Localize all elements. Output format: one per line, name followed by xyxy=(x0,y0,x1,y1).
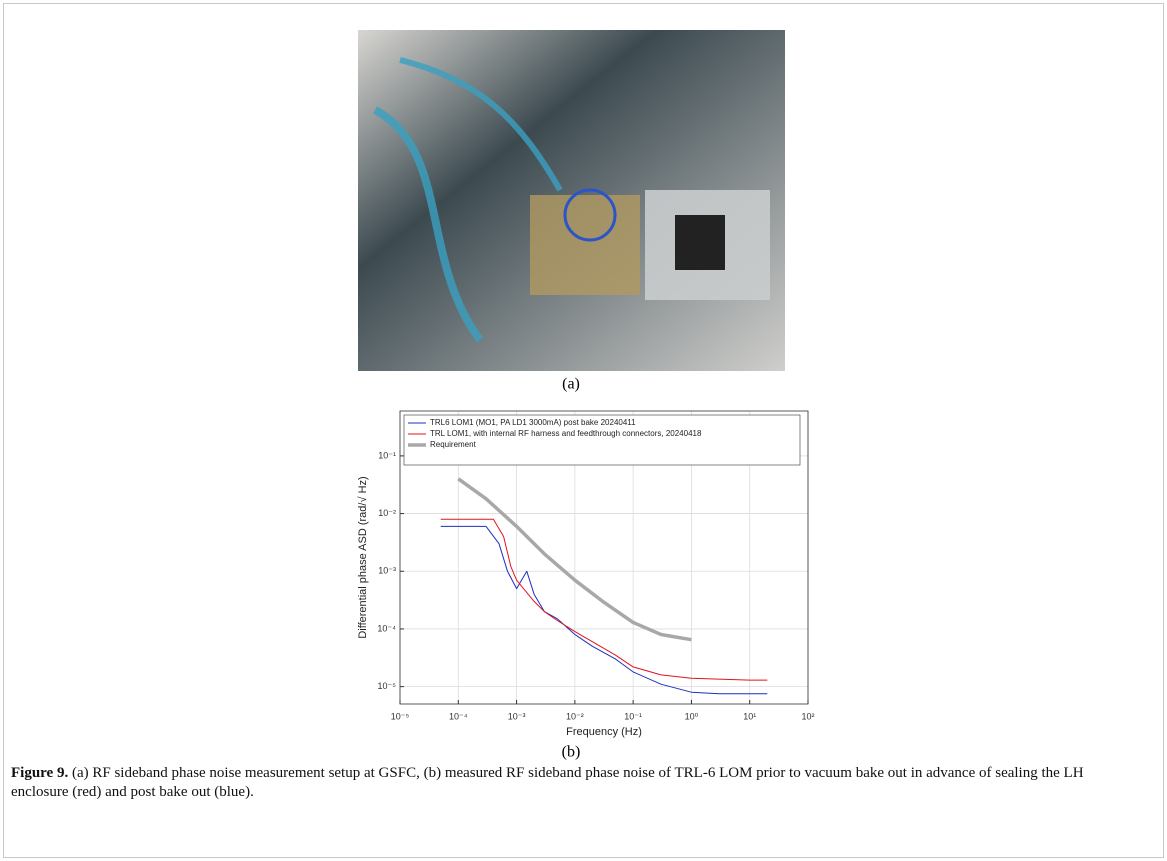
x-tick-label: 10⁻³ xyxy=(508,711,526,721)
y-tick-label: 10⁻³ xyxy=(378,566,396,576)
x-tick-label: 10⁻⁵ xyxy=(391,711,410,721)
x-axis-label: Frequency (Hz) xyxy=(566,726,642,738)
plot: 10⁻⁵ 10⁻⁴ 10⁻³ 10⁻² 10⁻¹ 10⁰ 10¹ 10² 10⁻⁵ 10⁻⁴ 10⁻… xyxy=(357,410,815,738)
x-tick-label: 10⁻² xyxy=(566,711,584,721)
x-tick-label: 10⁰ xyxy=(685,711,699,721)
x-tick-label: 10¹ xyxy=(743,711,756,721)
series-line xyxy=(457,477,692,642)
panel-label: (b) xyxy=(562,744,581,761)
y-axis-label: Differential phase ASD (rad/√ Hz) xyxy=(357,476,369,638)
figure-frame xyxy=(3,3,1164,858)
panel-label: (a) xyxy=(562,376,580,393)
photo xyxy=(358,30,785,371)
axes-box xyxy=(399,410,809,705)
series-line xyxy=(440,525,768,695)
x-tick-label: 10⁻⁴ xyxy=(449,711,468,721)
series-line xyxy=(440,518,768,681)
caption-text: (a) RF sideband phase noise measurement … xyxy=(11,765,1084,800)
legend-label: TRL LOM1, with internal RF harness and f… xyxy=(430,429,702,438)
legend-box xyxy=(403,414,801,466)
caption-label: Figure 9. xyxy=(11,765,69,781)
legend-label: TRL6 LOM1 (MO1, PA LD1 3000mA) post bake… xyxy=(430,418,636,427)
x-tick-label: 10⁻¹ xyxy=(624,711,642,721)
y-tick-label: 10⁻⁴ xyxy=(377,623,396,633)
y-tick-label: 10⁻¹ xyxy=(378,450,396,460)
caption: Figure 9. (a) RF sideband phase noise me… xyxy=(11,764,1131,802)
y-tick-label: 10⁻⁵ xyxy=(378,681,397,691)
y-tick-label: 10⁻² xyxy=(378,508,396,518)
x-tick-label: 10² xyxy=(801,711,814,721)
legend-label: Requirement xyxy=(430,440,477,449)
